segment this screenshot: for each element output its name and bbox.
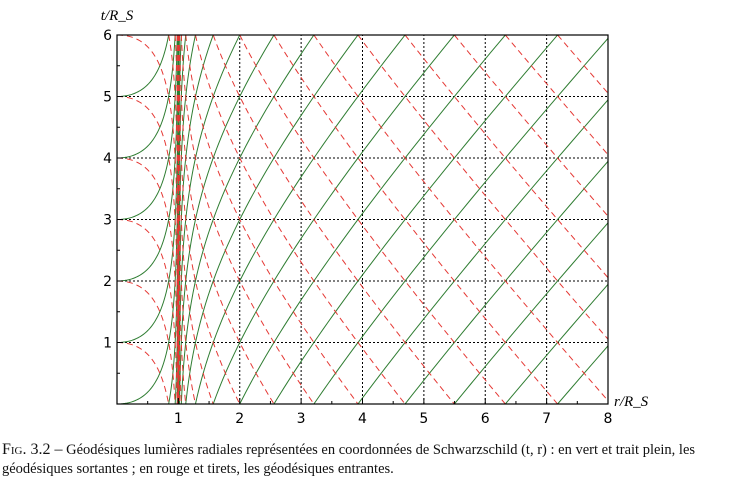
ingoing-geodesic (313, 35, 608, 401)
x-tick-label: 4 (358, 411, 367, 427)
ingoing-geodesic (404, 35, 608, 278)
curves (117, 35, 608, 404)
outgoing-geodesic (212, 35, 455, 404)
outgoing-geodesic (557, 345, 608, 404)
outgoing-geodesic (504, 284, 608, 404)
y-tick-label: 1 (103, 336, 112, 352)
caption-label: Fig. 3.2 – (2, 441, 63, 458)
ingoing-geodesic-inside (117, 157, 179, 404)
ingoing-geodesic (357, 35, 608, 340)
ingoing-geodesic (239, 35, 506, 404)
ingoing-geodesic (504, 35, 608, 155)
outgoing-geodesic (453, 222, 608, 404)
figure-caption: Fig. 3.2 – Géodésiques lumières radiales… (2, 440, 752, 479)
chart: 1 2 3 4 5 6 7 8 1 2 3 4 5 6 t/R_S r/R_S (101, 8, 649, 427)
y-tick-label: 5 (103, 90, 112, 106)
ingoing-geodesic-inside (168, 35, 179, 404)
outgoing-geodesic-inside (117, 35, 178, 220)
caption-text: Géodésiques lumières radiales représenté… (2, 442, 696, 477)
outgoing-geodesic (180, 35, 315, 404)
ingoing-geodesic (453, 35, 608, 217)
y-tick-label: 3 (103, 213, 112, 229)
ingoing-geodesic (178, 35, 241, 404)
x-tick-label: 3 (297, 411, 306, 427)
y-tick-label: 2 (103, 274, 112, 290)
x-tick-label: 8 (604, 411, 613, 427)
outgoing-geodesic-inside (117, 35, 170, 97)
ticks: 1 2 3 4 5 6 7 8 1 2 3 4 5 6 (103, 28, 612, 427)
x-tick-label: 1 (174, 411, 183, 427)
ingoing-geodesic-inside (117, 219, 178, 404)
x-tick-label: 7 (542, 411, 551, 427)
x-axis-label: r/R_S (614, 394, 649, 410)
outgoing-geodesic (178, 35, 275, 404)
outgoing-geodesic (185, 35, 359, 404)
outgoing-geodesic (273, 35, 558, 404)
outgoing-geodesic-inside (117, 35, 176, 159)
ingoing-geodesic-inside (117, 96, 179, 404)
outgoing-geodesic (404, 161, 608, 404)
ingoing-geodesic-inside (117, 35, 179, 404)
outgoing-geodesic-inside (117, 35, 179, 343)
ingoing-geodesic (194, 35, 406, 404)
y-tick-label: 6 (103, 28, 112, 44)
ingoing-geodesic (185, 35, 359, 404)
outgoing-geodesic (239, 35, 506, 404)
outgoing-geodesic (178, 35, 241, 404)
x-tick-label: 2 (235, 411, 244, 427)
ingoing-geodesic (178, 35, 275, 404)
ingoing-geodesic (180, 35, 315, 404)
y-tick-label: 4 (103, 151, 112, 167)
y-axis-label: t/R_S (101, 8, 134, 24)
ingoing-geodesic (212, 35, 455, 404)
ingoing-geodesic-inside (117, 342, 170, 404)
ingoing-geodesic (557, 35, 608, 94)
x-tick-label: 6 (481, 411, 490, 427)
outgoing-geodesic (357, 99, 608, 404)
ingoing-geodesic-inside (117, 280, 176, 404)
ingoing-geodesic (177, 35, 196, 404)
ingoing-geodesic (273, 35, 558, 404)
x-tick-label: 5 (419, 411, 428, 427)
